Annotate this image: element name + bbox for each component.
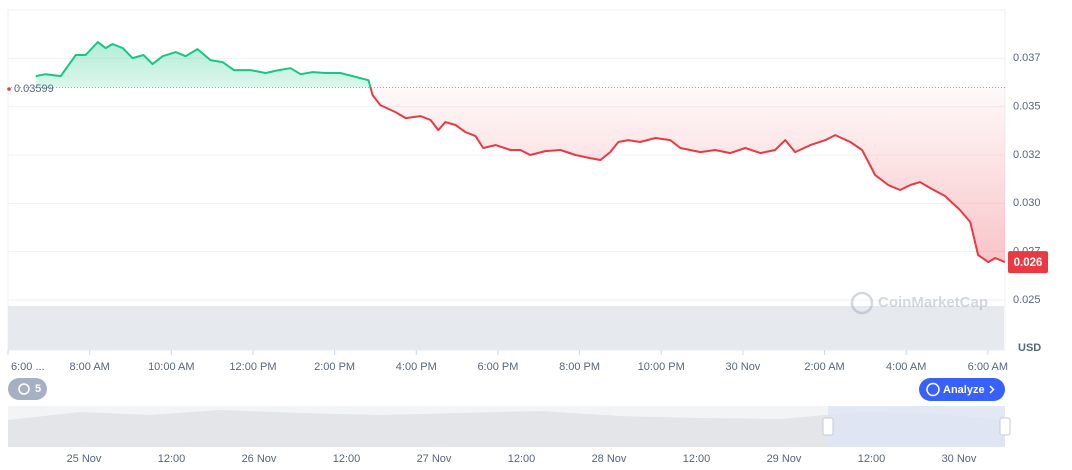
navigator-label: 25 Nov: [67, 453, 102, 465]
x-tick-label: 10:00 PM: [638, 361, 685, 373]
y-tick-label: 0.030: [1013, 197, 1041, 209]
navigator[interactable]: [8, 406, 1011, 447]
watermark: CoinMarketCap: [850, 291, 988, 315]
navigator-label: 30 Nov: [942, 453, 977, 465]
y-tick-label: 0.032: [1013, 149, 1041, 161]
x-tick-label: 6:00 ...: [11, 361, 45, 373]
x-tick-label: 4:00 AM: [886, 361, 926, 373]
navigator-label: 26 Nov: [242, 453, 277, 465]
x-tick-label: 10:00 AM: [148, 361, 194, 373]
navigator-label: 12:00: [333, 453, 361, 465]
volume-band: [8, 306, 1004, 350]
navigator-label: 12:00: [508, 453, 536, 465]
x-tick-label: 6:00 PM: [477, 361, 518, 373]
x-tick-label: 2:00 PM: [314, 361, 355, 373]
x-tick-label: 12:00 PM: [229, 361, 276, 373]
last-price-label: 0.026: [1014, 257, 1043, 269]
currency-label: USD: [1018, 342, 1041, 354]
x-tick-label: 8:00 AM: [69, 361, 109, 373]
y-tick-label: 0.035: [1013, 101, 1041, 113]
x-tick-label: 30 Nov: [725, 361, 760, 373]
navigator-label: 12:00: [683, 453, 711, 465]
price-area: [35, 42, 1006, 263]
x-tick-label: 2:00 AM: [804, 361, 844, 373]
y-tick-label: 0.025: [1013, 294, 1041, 306]
x-tick-label: 4:00 PM: [396, 361, 437, 373]
watermark-text: CoinMarketCap: [878, 294, 988, 311]
history-count: 5: [35, 383, 41, 395]
analyze-button[interactable]: Analyze: [919, 378, 1005, 401]
navigator-label: 29 Nov: [767, 453, 802, 465]
history-button[interactable]: 5: [8, 378, 47, 400]
navigator-label: 12:00: [858, 453, 886, 465]
navigator-label: 12:00: [158, 453, 186, 465]
analyze-label: Analyze: [943, 384, 985, 396]
last-price-box: [1008, 251, 1048, 274]
navigator-label: 27 Nov: [417, 453, 452, 465]
baseline-dot: [7, 87, 11, 91]
x-tick-label: 6:00 AM: [968, 361, 1008, 373]
navigator-label: 28 Nov: [592, 453, 627, 465]
y-tick-label: 0.037: [1013, 52, 1041, 64]
price-line: [35, 41, 1006, 264]
x-tick-label: 8:00 PM: [559, 361, 600, 373]
